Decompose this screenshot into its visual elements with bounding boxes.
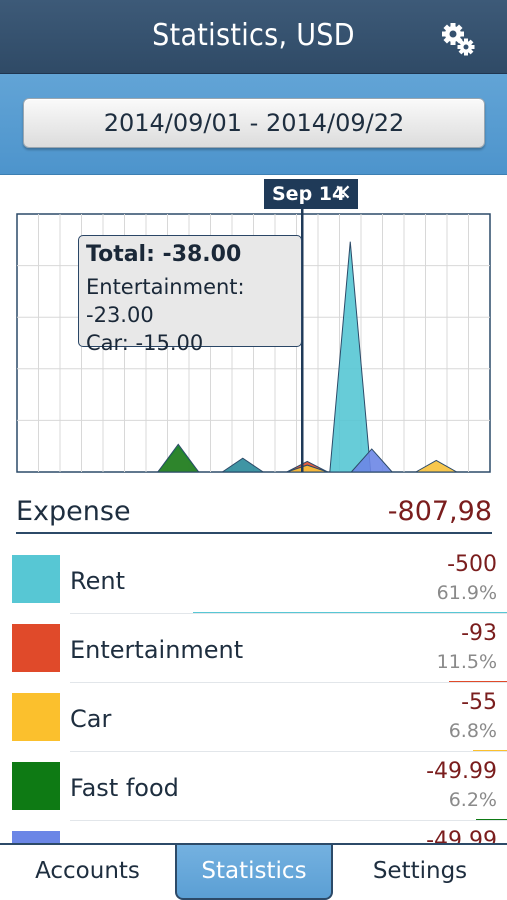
category-percent: 11.5% — [436, 651, 497, 673]
category-color-swatch — [12, 624, 60, 672]
category-amount: -49.99 — [426, 759, 497, 784]
date-range-button[interactable]: 2014/09/01 - 2014/09/22 — [23, 98, 485, 148]
category-name: Entertainment — [70, 636, 244, 664]
category-item-rent[interactable]: Rent -500 61.9% — [0, 545, 507, 614]
category-item-entertainment[interactable]: Entertainment -93 11.5% — [0, 614, 507, 683]
chart-tooltip: Total: -38.00 Entertainment: -23.00 Car:… — [78, 235, 302, 355]
category-amount: -500 — [447, 552, 497, 577]
tab-bar: Accounts Statistics Settings — [0, 843, 507, 900]
divider — [70, 613, 507, 614]
divider — [70, 820, 507, 821]
category-color-swatch — [12, 831, 60, 843]
tab-statistics[interactable]: Statistics — [175, 845, 333, 900]
category-item-fast-food[interactable]: Fast food -49.99 6.2% — [0, 752, 507, 821]
area-car — [286, 464, 328, 473]
category-color-swatch — [12, 762, 60, 810]
expense-total: -807,98 — [387, 496, 492, 527]
statistics-chart[interactable]: Sep 14 ✕ Total: -38.00 Entertainment: -2… — [0, 175, 507, 485]
category-item-partial[interactable]: -49.99 — [0, 821, 507, 843]
category-name: Rent — [70, 567, 125, 595]
tab-accounts[interactable]: Accounts — [35, 858, 140, 884]
category-name: Fast food — [70, 774, 179, 802]
area-other — [350, 448, 394, 473]
date-marker-label[interactable]: Sep 14 ✕ — [264, 179, 358, 209]
expense-header: Expense -807,98 — [16, 490, 492, 534]
category-percent: 6.8% — [448, 720, 497, 742]
category-amount: -55 — [461, 690, 497, 715]
divider — [70, 682, 507, 683]
date-range-band: 2014/09/01 - 2014/09/22 — [0, 74, 507, 175]
area-car — [413, 459, 459, 473]
gears-icon[interactable] — [440, 20, 478, 58]
page-title: Statistics, USD — [152, 18, 355, 53]
tooltip-line: Car: -15.00 — [86, 331, 204, 355]
category-item-car[interactable]: Car -55 6.8% — [0, 683, 507, 752]
header-bar: Statistics, USD — [0, 0, 507, 74]
tooltip-line: Entertainment: -23.00 — [86, 275, 245, 327]
category-color-swatch — [12, 693, 60, 741]
category-percent: 61.9% — [436, 582, 497, 604]
tab-settings[interactable]: Settings — [372, 858, 468, 884]
category-amount: -93 — [461, 621, 497, 646]
area-fast-food — [156, 443, 200, 473]
category-percent: 6.2% — [448, 789, 497, 811]
category-amount: -49.99 — [426, 828, 497, 843]
area-rent — [329, 241, 372, 473]
tooltip-total: Total: -38.00 — [86, 242, 242, 267]
expense-label: Expense — [16, 496, 131, 527]
category-list[interactable]: Rent -500 61.9% Entertainment -93 11.5% … — [0, 545, 507, 843]
close-icon[interactable]: ✕ — [333, 181, 352, 206]
area-misc — [220, 457, 265, 473]
category-name: Car — [70, 705, 112, 733]
divider — [70, 751, 507, 752]
category-color-swatch — [12, 555, 60, 603]
date-marker-text: Sep 14 — [272, 183, 346, 205]
